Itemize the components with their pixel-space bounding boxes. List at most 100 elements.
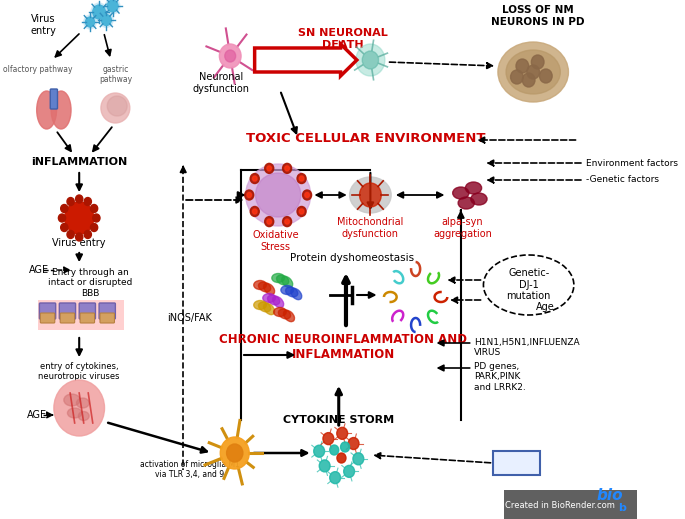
Circle shape <box>297 173 306 184</box>
Circle shape <box>221 437 249 469</box>
FancyBboxPatch shape <box>504 490 637 519</box>
Circle shape <box>67 198 74 206</box>
Ellipse shape <box>498 42 569 102</box>
Circle shape <box>253 209 257 214</box>
Ellipse shape <box>465 182 482 194</box>
Ellipse shape <box>67 408 82 418</box>
Text: Neuronal
dysfunction: Neuronal dysfunction <box>192 72 249 93</box>
Text: Virus entry: Virus entry <box>53 238 106 248</box>
Ellipse shape <box>258 282 271 292</box>
FancyBboxPatch shape <box>50 89 58 109</box>
Text: Age: Age <box>536 302 554 312</box>
Circle shape <box>319 460 330 472</box>
Ellipse shape <box>246 164 311 226</box>
Text: Virus
entry: Virus entry <box>30 14 56 36</box>
Ellipse shape <box>263 294 275 303</box>
Ellipse shape <box>282 276 292 288</box>
Ellipse shape <box>64 394 80 406</box>
Circle shape <box>101 15 111 25</box>
Circle shape <box>340 442 349 452</box>
Circle shape <box>92 214 100 222</box>
Text: Oxidative
Stress: Oxidative Stress <box>252 230 299 252</box>
Circle shape <box>90 224 98 231</box>
Circle shape <box>362 51 379 69</box>
Circle shape <box>532 55 544 69</box>
Circle shape <box>225 50 236 62</box>
Text: AGE: AGE <box>504 458 530 468</box>
Circle shape <box>253 176 257 181</box>
Circle shape <box>323 433 334 445</box>
Text: AGE: AGE <box>29 265 49 275</box>
Text: alpa-syn
aggregation: alpa-syn aggregation <box>433 217 492 239</box>
Text: AGE: AGE <box>27 410 47 420</box>
Circle shape <box>54 380 105 436</box>
Text: gastric
pathway: gastric pathway <box>99 65 132 85</box>
Ellipse shape <box>272 274 284 282</box>
Circle shape <box>250 207 259 216</box>
Circle shape <box>305 193 310 198</box>
Circle shape <box>91 3 108 21</box>
Circle shape <box>267 166 271 171</box>
Circle shape <box>64 202 94 234</box>
Circle shape <box>297 207 306 216</box>
Text: CYTOKINE STORM: CYTOKINE STORM <box>283 415 395 425</box>
Text: Protein dyshomeostasis: Protein dyshomeostasis <box>290 253 414 263</box>
Circle shape <box>84 15 97 29</box>
Circle shape <box>337 427 347 440</box>
Ellipse shape <box>453 187 469 199</box>
Text: PD genes,
PARK,PINK
and LRRK2.: PD genes, PARK,PINK and LRRK2. <box>475 362 526 392</box>
Circle shape <box>540 69 552 83</box>
Ellipse shape <box>253 301 266 309</box>
Ellipse shape <box>273 296 284 308</box>
Text: Entry through an
intact or disrupted
BBB: Entry through an intact or disrupted BBB <box>48 268 132 298</box>
Text: bio: bio <box>597 488 623 503</box>
Circle shape <box>285 219 289 224</box>
Circle shape <box>516 59 529 73</box>
Ellipse shape <box>37 91 57 129</box>
Text: CHRONIC NEUROINFLAMMATION AND
INFLAMMATION: CHRONIC NEUROINFLAMMATION AND INFLAMMATI… <box>219 333 467 361</box>
Circle shape <box>299 209 304 214</box>
Circle shape <box>67 230 74 238</box>
Circle shape <box>84 198 91 206</box>
Circle shape <box>523 73 535 87</box>
Circle shape <box>61 204 68 212</box>
Text: LOSS OF NM
NEURONS IN PD: LOSS OF NM NEURONS IN PD <box>491 5 584 26</box>
Text: SN NEURONAL
DEATH: SN NEURONAL DEATH <box>299 28 388 50</box>
Ellipse shape <box>51 91 71 129</box>
FancyBboxPatch shape <box>99 303 115 319</box>
FancyBboxPatch shape <box>79 303 95 319</box>
Text: Mitochondrial
dysfunction: Mitochondrial dysfunction <box>337 217 403 239</box>
Circle shape <box>99 12 113 28</box>
Text: b: b <box>618 503 625 513</box>
FancyBboxPatch shape <box>493 451 540 475</box>
Circle shape <box>227 444 243 462</box>
Circle shape <box>75 195 83 203</box>
Circle shape <box>303 190 312 200</box>
Ellipse shape <box>506 50 560 94</box>
Text: Created in BioRender.com: Created in BioRender.com <box>506 500 615 510</box>
FancyBboxPatch shape <box>60 313 75 323</box>
Ellipse shape <box>256 173 301 217</box>
Text: H1N1,H5N1,INFLUENZA
VIRUS: H1N1,H5N1,INFLUENZA VIRUS <box>475 338 580 358</box>
Circle shape <box>250 173 259 184</box>
Circle shape <box>75 233 83 241</box>
Ellipse shape <box>258 302 271 312</box>
Circle shape <box>344 466 355 477</box>
Text: Genetic-
DJ-1
mutation: Genetic- DJ-1 mutation <box>506 268 551 301</box>
FancyArrow shape <box>255 44 357 76</box>
Ellipse shape <box>77 398 89 408</box>
Circle shape <box>510 70 523 84</box>
Circle shape <box>264 163 274 173</box>
Circle shape <box>353 453 364 465</box>
Circle shape <box>84 230 91 238</box>
Ellipse shape <box>268 295 279 305</box>
Ellipse shape <box>471 193 487 205</box>
Circle shape <box>329 472 340 484</box>
Circle shape <box>285 166 289 171</box>
Circle shape <box>348 438 359 449</box>
Circle shape <box>61 224 68 231</box>
FancyBboxPatch shape <box>80 313 95 323</box>
Ellipse shape <box>286 287 298 297</box>
Circle shape <box>92 5 105 19</box>
Ellipse shape <box>264 303 275 315</box>
